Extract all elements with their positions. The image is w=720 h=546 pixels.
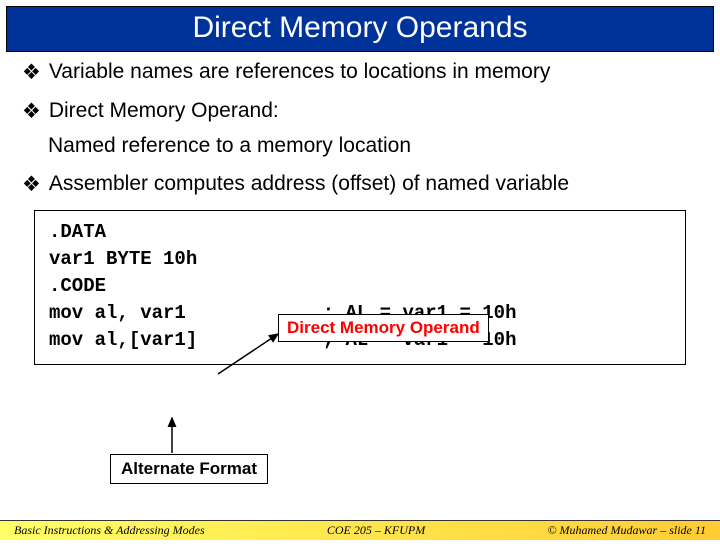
- footer-right: © Muhamed Mudawar – slide 11: [547, 523, 706, 538]
- alternate-format-arrow: [0, 6, 720, 546]
- footer-bar: Basic Instructions & Addressing Modes CO…: [0, 520, 720, 540]
- footer-center: COE 205 – KFUPM: [327, 523, 425, 538]
- footer-left: Basic Instructions & Addressing Modes: [14, 523, 205, 538]
